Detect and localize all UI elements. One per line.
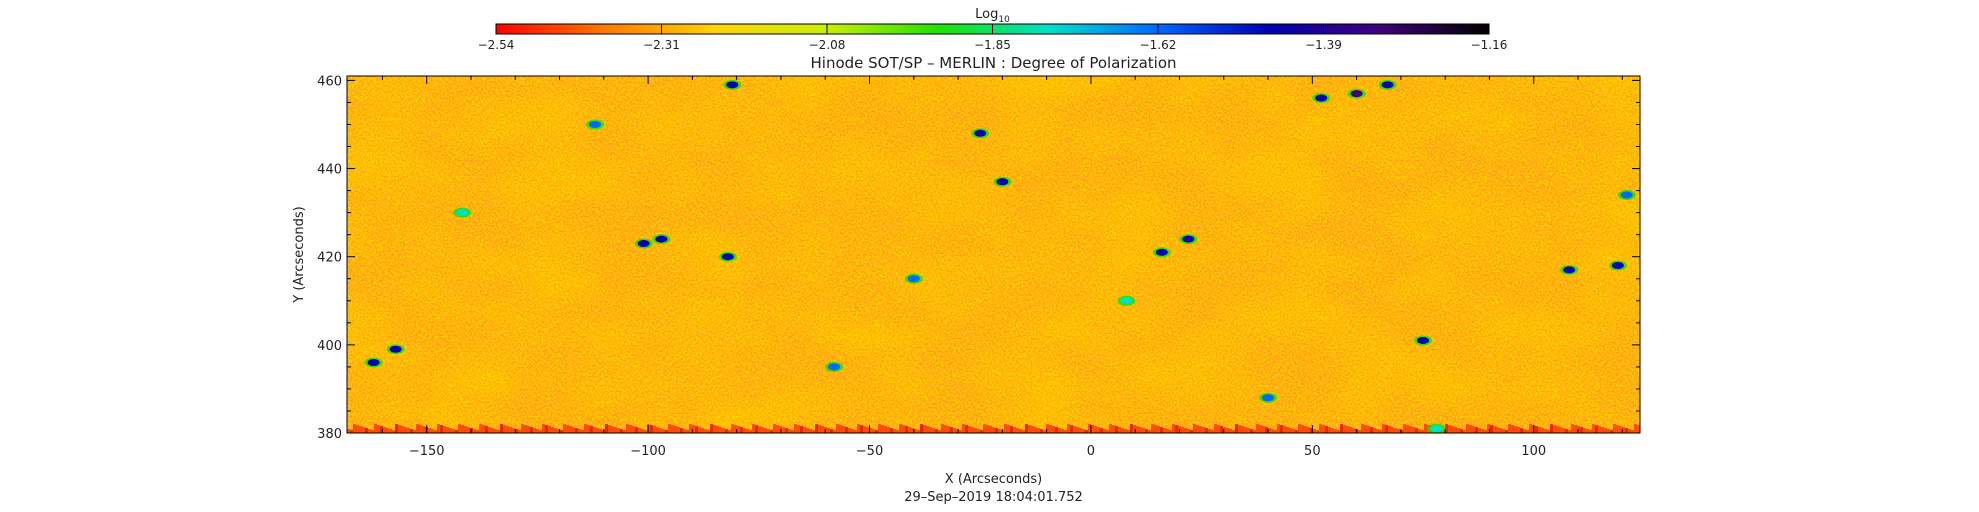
- polarization-feature: [726, 81, 739, 89]
- polarization-feature: [1262, 394, 1275, 402]
- observation-timestamp: 29–Sep–2019 18:04:01.752: [904, 490, 1083, 505]
- colorbar-tick-label: −1.85: [974, 38, 1011, 52]
- plot-area: −150 −100 −50 0 50 100 380 400 420 440 460: [317, 74, 1641, 459]
- x-tick-label: 100: [1521, 444, 1546, 459]
- polarization-feature: [456, 209, 469, 217]
- polarization-feature: [1155, 248, 1168, 256]
- colorbar-tick-label: −2.08: [809, 38, 846, 52]
- chart-title: Hinode SOT/SP – MERLIN : Degree of Polar…: [811, 54, 1177, 72]
- polarization-feature: [637, 239, 650, 247]
- x-tick-label: −50: [856, 444, 883, 459]
- x-axis: −150 −100 −50 0 50 100: [381, 76, 1623, 459]
- polarization-feature: [588, 120, 601, 128]
- colorbar-tick-label: −1.16: [1471, 38, 1508, 52]
- x-axis-label: X (Arcseconds): [945, 472, 1042, 487]
- colorbar-label: Log10: [975, 7, 1010, 25]
- x-tick-label: −100: [630, 444, 666, 459]
- polarization-feature: [907, 275, 920, 283]
- polarization-feature: [721, 253, 734, 261]
- y-axis: 380 400 420 440 460: [317, 74, 1640, 442]
- colorbar-tick-label: −2.31: [643, 38, 680, 52]
- polarization-feature: [655, 235, 668, 243]
- polarization-feature: [1417, 336, 1430, 344]
- y-axis-label: Y (Arcseconds): [292, 206, 307, 303]
- y-tick-label: 420: [317, 251, 342, 266]
- polarization-feature: [389, 345, 402, 353]
- x-tick-label: 50: [1304, 444, 1321, 459]
- x-tick-label: 0: [1087, 444, 1095, 459]
- colorbar-tick-label: −1.62: [1140, 38, 1177, 52]
- polarization-feature: [1315, 94, 1328, 102]
- polarization-feature: [367, 358, 380, 366]
- polarization-feature: [996, 178, 1009, 186]
- y-tick-label: 380: [317, 427, 342, 442]
- polarization-feature: [1381, 81, 1394, 89]
- polarization-feature: [1611, 262, 1624, 270]
- polarization-feature: [1563, 266, 1576, 274]
- colorbar-tick-label: −1.39: [1305, 38, 1342, 52]
- heatmap-speckle: [347, 76, 1640, 433]
- polarization-feature: [974, 129, 987, 137]
- colorbar-ticks: −2.54 −2.31 −2.08 −1.85 −1.62 −1.39 −1.16: [478, 24, 1508, 52]
- plot-frame: [346, 75, 1641, 434]
- strong-polarization-features: [364, 79, 1636, 433]
- y-tick-label: 440: [317, 163, 342, 178]
- polarization-feature: [1350, 90, 1363, 98]
- polarization-feature: [828, 363, 841, 371]
- y-tick-label: 400: [317, 339, 342, 354]
- x-tick-label: −150: [409, 444, 445, 459]
- polarization-feature: [1430, 425, 1443, 433]
- polarization-feature: [1620, 191, 1633, 199]
- polarization-feature: [1120, 297, 1133, 305]
- colorbar-tick-label: −2.54: [478, 38, 515, 52]
- colorbar: Log10 −2.54 −2.31 −2.08 −1.85 −1.62 −1.39 −1.1…: [478, 7, 1508, 52]
- y-tick-label: 460: [317, 74, 342, 89]
- polarization-feature: [1182, 235, 1195, 243]
